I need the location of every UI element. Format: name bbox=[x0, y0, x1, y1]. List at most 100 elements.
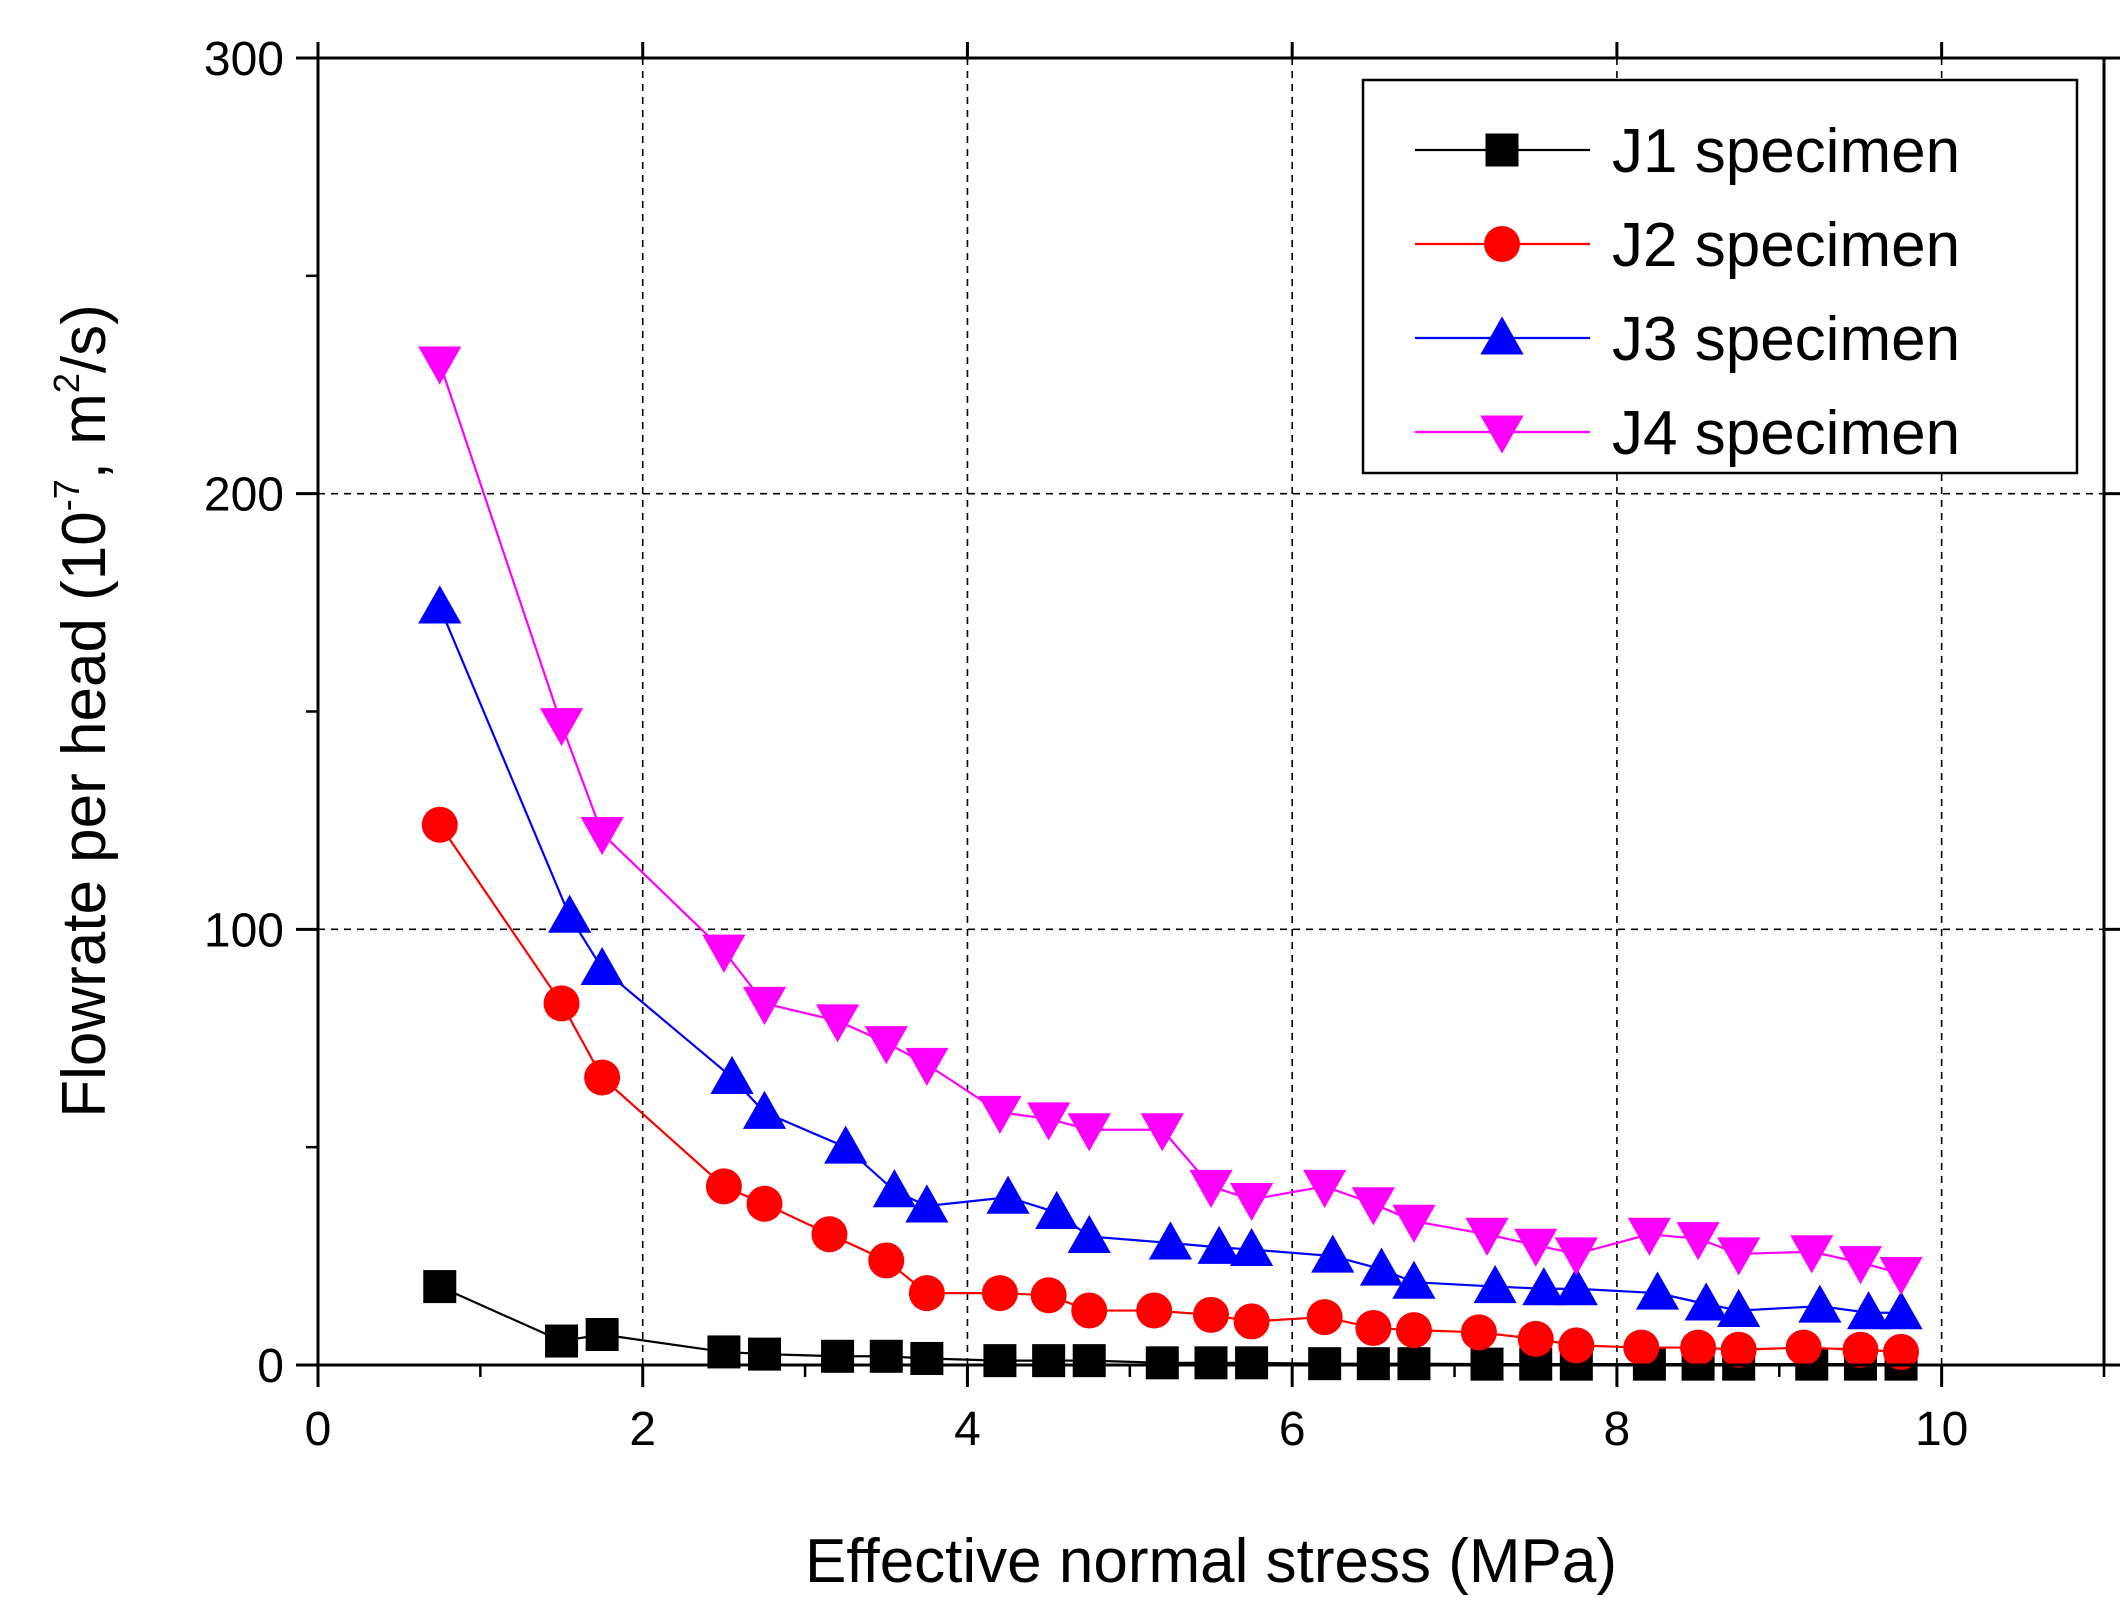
legend-label: J3 specimen bbox=[1612, 305, 1960, 374]
data-point bbox=[1717, 1237, 1761, 1276]
legend-box bbox=[1361, 78, 2079, 475]
series-3 bbox=[418, 585, 1923, 1330]
data-point bbox=[1359, 1247, 1404, 1286]
data-point bbox=[1229, 1182, 1274, 1222]
x-axis-title: Effective normal stress (MPa) bbox=[805, 1527, 1617, 1596]
data-point bbox=[1233, 1303, 1270, 1340]
data-point bbox=[1883, 1333, 1920, 1370]
legend-entry: J4 specimen bbox=[1415, 399, 1960, 468]
data-point bbox=[1136, 1292, 1173, 1329]
data-point bbox=[584, 1059, 621, 1096]
data-point bbox=[864, 1026, 908, 1065]
y-tick-label: 0 bbox=[257, 1340, 284, 1393]
data-point bbox=[1879, 1257, 1923, 1296]
data-point bbox=[1392, 1204, 1436, 1243]
data-point bbox=[1838, 1246, 1883, 1285]
data-point bbox=[580, 946, 624, 986]
data-point bbox=[821, 1339, 855, 1373]
data-point bbox=[580, 816, 624, 856]
y-tick-label: 100 bbox=[204, 904, 284, 957]
data-point bbox=[1790, 1235, 1834, 1274]
data-point bbox=[1194, 1346, 1228, 1380]
data-point bbox=[710, 1055, 754, 1094]
data-point bbox=[1306, 1299, 1343, 1336]
legend: J1 specimen J2 specimen J3 specimen J4 spec… bbox=[1361, 78, 2079, 475]
x-tick-label: 2 bbox=[629, 1403, 656, 1456]
data-point bbox=[1140, 1113, 1184, 1152]
data-point bbox=[543, 985, 580, 1022]
data-point bbox=[986, 1175, 1030, 1214]
data-point bbox=[1355, 1309, 1392, 1346]
data-point bbox=[418, 346, 462, 385]
data-point bbox=[905, 1047, 949, 1086]
data-point bbox=[872, 1169, 916, 1208]
data-point bbox=[1627, 1217, 1671, 1256]
data-point bbox=[1554, 1237, 1598, 1276]
data-point bbox=[905, 1184, 949, 1223]
data-point bbox=[1879, 1291, 1923, 1330]
series-line bbox=[438, 824, 1902, 1354]
legend-label: J4 specimen bbox=[1612, 399, 1960, 468]
data-point bbox=[707, 1335, 741, 1369]
data-point bbox=[1032, 1344, 1066, 1378]
data-point bbox=[1071, 1292, 1108, 1329]
data-point bbox=[1035, 1190, 1079, 1230]
y-axis-title: Flowrate per head (10-7, m2/s) bbox=[46, 304, 119, 1118]
data-point bbox=[585, 1318, 619, 1352]
data-point bbox=[1623, 1329, 1660, 1366]
data-point bbox=[545, 1324, 579, 1358]
y-tick-label: 300 bbox=[204, 33, 284, 86]
data-point bbox=[742, 1090, 787, 1129]
data-point bbox=[1197, 1225, 1241, 1264]
data-point bbox=[983, 1344, 1017, 1378]
data-point bbox=[869, 1339, 903, 1373]
data-point bbox=[1027, 1102, 1071, 1141]
axis-ticks bbox=[296, 42, 2120, 1387]
data-point bbox=[1145, 1346, 1179, 1380]
data-point bbox=[1311, 1234, 1355, 1273]
series-line bbox=[438, 606, 1902, 1314]
x-tick-label: 4 bbox=[954, 1403, 981, 1456]
legend-entry: J2 specimen bbox=[1415, 211, 1960, 280]
data-point bbox=[981, 1275, 1018, 1312]
x-tick-label: 0 bbox=[305, 1403, 332, 1456]
data-point bbox=[1473, 1264, 1517, 1304]
legend-entry: J3 specimen bbox=[1415, 305, 1960, 374]
data-point bbox=[1717, 1288, 1761, 1328]
data-point bbox=[1067, 1214, 1111, 1253]
y-tick-label: 200 bbox=[204, 469, 284, 522]
data-point bbox=[1460, 1314, 1497, 1351]
data-point bbox=[1785, 1329, 1822, 1366]
legend-marker bbox=[1485, 133, 1519, 167]
data-point bbox=[815, 1004, 860, 1043]
legend-label: J2 specimen bbox=[1612, 211, 1960, 280]
data-point bbox=[1193, 1296, 1229, 1333]
data-point bbox=[908, 1275, 945, 1312]
data-point bbox=[1030, 1277, 1067, 1314]
data-point bbox=[1635, 1271, 1680, 1310]
x-tick-label: 6 bbox=[1279, 1403, 1306, 1456]
data-point bbox=[746, 1185, 783, 1222]
data-point bbox=[910, 1341, 944, 1375]
data-point bbox=[1148, 1221, 1193, 1260]
data-point bbox=[1229, 1227, 1274, 1267]
legend-label: J1 specimen bbox=[1612, 117, 1960, 186]
legend-entry: J1 specimen bbox=[1415, 117, 1960, 186]
data-point bbox=[1798, 1284, 1842, 1323]
data-point bbox=[1522, 1267, 1566, 1306]
data-point bbox=[1303, 1169, 1347, 1208]
series-layer bbox=[418, 346, 1923, 1381]
data-point bbox=[1465, 1217, 1509, 1256]
data-point bbox=[1842, 1331, 1879, 1368]
series-2 bbox=[421, 806, 1920, 1370]
data-point bbox=[705, 1168, 742, 1205]
data-point bbox=[1395, 1312, 1432, 1349]
legend-marker bbox=[1480, 316, 1524, 355]
series-1 bbox=[423, 1270, 1918, 1381]
data-point bbox=[421, 806, 458, 843]
data-point bbox=[811, 1216, 848, 1253]
data-point bbox=[1680, 1329, 1717, 1366]
data-point bbox=[868, 1242, 905, 1279]
